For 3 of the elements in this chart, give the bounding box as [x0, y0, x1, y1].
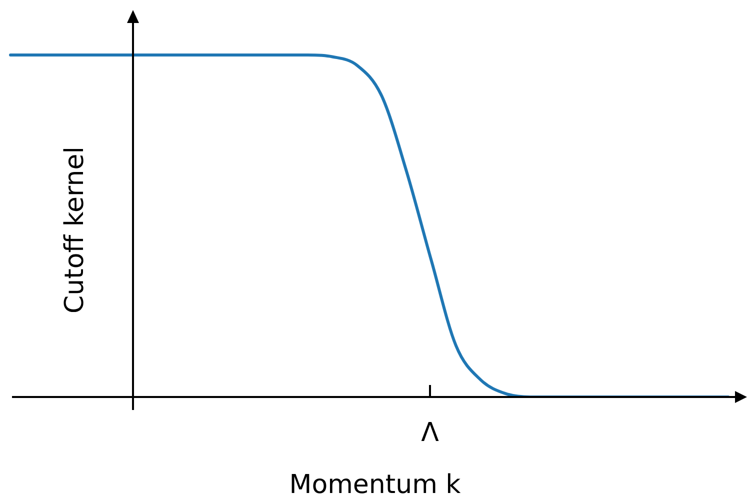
y-axis-title: Cutoff kernel [60, 146, 90, 314]
x-axis-title: Momentum k [289, 470, 461, 500]
text: Λ [421, 418, 440, 448]
